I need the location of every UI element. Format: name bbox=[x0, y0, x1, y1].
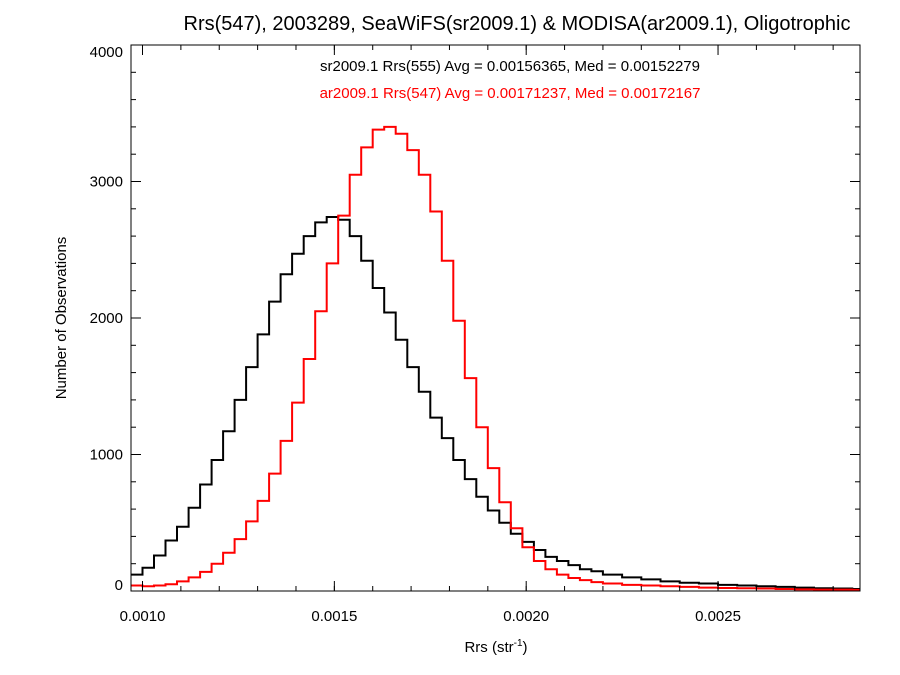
y-tick-label: 0 bbox=[115, 577, 123, 594]
legend: sr2009.1 Rrs(555) Avg = 0.00156365, Med … bbox=[320, 58, 701, 102]
x-axis-label-close: ) bbox=[523, 639, 528, 656]
series-line-0 bbox=[131, 216, 860, 590]
x-tick-label: 0.0025 bbox=[695, 608, 741, 625]
chart-title: Rrs(547), 2003289, SeaWiFS(sr2009.1) & M… bbox=[184, 13, 851, 35]
x-tick-label: 0.0010 bbox=[120, 608, 166, 625]
y-tick-label: 4000 bbox=[90, 44, 123, 61]
y-tick-label: 2000 bbox=[90, 310, 123, 327]
legend-entry-ar2009: ar2009.1 Rrs(547) Avg = 0.00171237, Med … bbox=[320, 85, 701, 102]
series-layer bbox=[131, 125, 860, 591]
x-tick-label: 0.0015 bbox=[311, 608, 357, 625]
y-tick-label: 1000 bbox=[90, 447, 123, 464]
legend-entry-sr2009: sr2009.1 Rrs(555) Avg = 0.00156365, Med … bbox=[320, 58, 700, 75]
ticks-layer: 0.0010 0.0015 0.0020 0.0025 0 1000 2000 3000 400… bbox=[90, 44, 860, 625]
plot-frame bbox=[130, 44, 861, 592]
y-tick-label: 3000 bbox=[90, 174, 123, 191]
series-line-1 bbox=[131, 125, 860, 591]
x-axis-label-main: Rrs (str bbox=[464, 639, 513, 656]
x-axis-label: Rrs (str-1) bbox=[464, 638, 527, 656]
y-axis-label: Number of Observations bbox=[53, 237, 70, 400]
x-tick-label: 0.0020 bbox=[503, 608, 549, 625]
x-axis-label-superscript: -1 bbox=[514, 638, 523, 649]
